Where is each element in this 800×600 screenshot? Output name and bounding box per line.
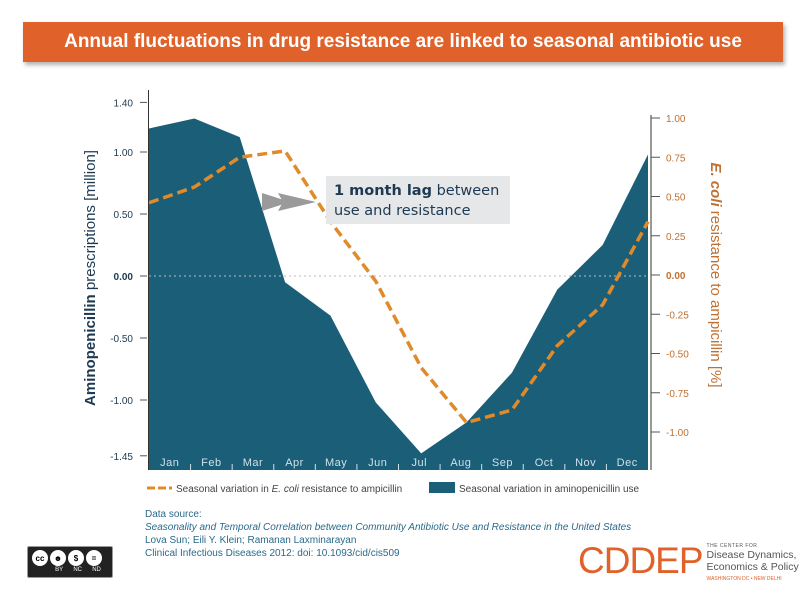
legend: Seasonal variation in E. coli resistance… bbox=[147, 482, 640, 495]
right-tick-label: 0.75 bbox=[666, 153, 686, 164]
month-label-jun: Jun bbox=[368, 457, 387, 469]
source-authors: Lova Sun; Eili Y. Klein; Ramanan Laxmina… bbox=[145, 535, 357, 546]
chart-title: Annual fluctuations in drug resistance a… bbox=[64, 31, 742, 52]
ecoli-resistance-line bbox=[148, 149, 650, 425]
annotation-rest1: between bbox=[432, 183, 499, 199]
data-source: Data source: Seasonality and Temporal Co… bbox=[145, 508, 631, 560]
month-label-dec: Dec bbox=[617, 457, 638, 469]
month-label-aug: Aug bbox=[450, 457, 471, 469]
left-tick-label: -0.50 bbox=[110, 334, 133, 345]
legend-area-label: Seasonal variation in aminopenicillin us… bbox=[459, 484, 640, 495]
double-arrow-icon bbox=[262, 193, 316, 211]
aminopenicillin-area bbox=[149, 118, 648, 471]
by-icon: ☻ bbox=[50, 550, 66, 566]
right-tick-label: 0.50 bbox=[666, 193, 686, 204]
left-tick-label: 1.00 bbox=[114, 148, 134, 159]
left-tick-label: 1.40 bbox=[114, 98, 134, 109]
legend-area-swatch bbox=[429, 482, 455, 493]
month-label-feb: Feb bbox=[201, 457, 221, 469]
right-tick-label: -0.50 bbox=[666, 350, 689, 361]
right-tick-label: 0.25 bbox=[666, 232, 686, 243]
right-axis-label: E. coli resistance to ampicillin [%] bbox=[707, 162, 724, 387]
left-tick-label: -1.00 bbox=[110, 396, 133, 407]
source-paper: Seasonality and Temporal Correlation bet… bbox=[145, 522, 632, 533]
month-label-jan: Jan bbox=[160, 457, 179, 469]
right-tick-label: -1.00 bbox=[666, 428, 689, 439]
nd-icon: = bbox=[86, 550, 102, 566]
left-tick-label: 0.50 bbox=[114, 210, 134, 221]
annotation-line2: use and resistance bbox=[334, 203, 471, 219]
annotation-bold: 1 month lag bbox=[334, 183, 432, 199]
svg-text:1 month lag between: 1 month lag between bbox=[334, 183, 499, 199]
left-tick-label: -1.45 bbox=[110, 452, 133, 463]
month-label-oct: Oct bbox=[535, 457, 554, 469]
month-label-apr: Apr bbox=[285, 457, 304, 469]
nc-icon: $ bbox=[68, 550, 84, 566]
month-label-sep: Sep bbox=[492, 457, 513, 469]
cc-icon: cc bbox=[32, 550, 48, 566]
source-citation: Clinical Infectious Diseases 2012: doi: … bbox=[145, 548, 400, 559]
month-label-mar: Mar bbox=[243, 457, 263, 469]
month-label-nov: Nov bbox=[575, 457, 596, 469]
legend-line-label: Seasonal variation in E. coli resistance… bbox=[176, 484, 402, 495]
month-label-jul: Jul bbox=[412, 457, 428, 469]
source-heading: Data source: bbox=[145, 509, 202, 520]
left-axis-label: Aminopenicillin prescriptions [million] bbox=[82, 150, 99, 406]
lag-annotation: 1 month lag between use and resistance bbox=[262, 176, 510, 224]
right-tick-label: -0.75 bbox=[666, 389, 689, 400]
month-label-may: May bbox=[325, 457, 347, 469]
title-banner: Annual fluctuations in drug resistance a… bbox=[23, 22, 783, 62]
cddep-logo: CDDEP THE CENTER FOR Disease Dynamics, E… bbox=[578, 540, 799, 582]
creative-commons-badge: cc ☻ $ = BY NC ND bbox=[27, 546, 113, 578]
right-tick-label: -0.25 bbox=[666, 310, 689, 321]
left-tick-label: 0.00 bbox=[114, 272, 134, 283]
right-tick-label: 1.00 bbox=[666, 114, 686, 125]
right-tick-label: 0.00 bbox=[666, 271, 686, 282]
